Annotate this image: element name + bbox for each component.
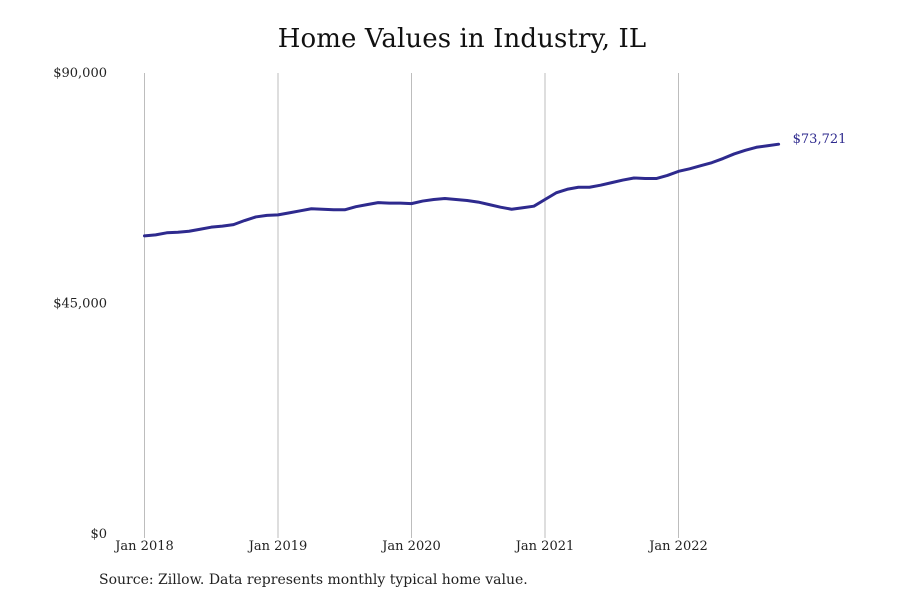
- end-value-label: $73,721: [793, 132, 847, 147]
- y-tick-label: $90,000: [53, 66, 107, 81]
- x-tick-label: Jan 2022: [647, 539, 708, 554]
- x-tick-label: Jan 2021: [514, 539, 575, 554]
- y-tick-label: $0: [90, 527, 107, 542]
- x-tick-label: Jan 2019: [247, 539, 308, 554]
- x-tick-label: Jan 2018: [113, 539, 174, 554]
- x-axis-tick-labels: Jan 2018 Jan 2019 Jan 2020 Jan 2021 Jan 2022: [113, 539, 708, 554]
- end-value-labels: $73,721: [793, 132, 847, 147]
- series-lines: [143, 142, 781, 238]
- source-note: Source: Zillow. Data represents monthly …: [99, 572, 528, 588]
- x-tick-label: Jan 2020: [380, 539, 441, 554]
- series-line: [143, 142, 781, 238]
- y-tick-label: $45,000: [53, 297, 107, 312]
- chart-title: Home Values in Industry, IL: [277, 24, 647, 54]
- gridlines: [144, 73, 679, 538]
- y-axis-tick-labels: $0 $45,000 $90,000: [53, 66, 107, 542]
